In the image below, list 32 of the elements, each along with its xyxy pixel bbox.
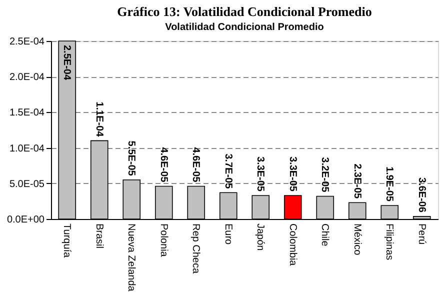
y-tick-label: 1.5E-04	[9, 108, 45, 119]
chart-subtitle: Volatilidad Condicional Promedio	[165, 22, 324, 33]
y-tick-label: 0.0E+00	[6, 214, 45, 226]
y-tick-label: 2.5E-04	[9, 36, 45, 48]
x-tick-label: México	[351, 224, 362, 256]
data-label: 3.7E-05	[222, 154, 234, 190]
x-tick-label: Perú	[416, 224, 427, 245]
x-tick-label: Filipinas	[384, 224, 395, 260]
x-tick-label: Rep Checa	[190, 224, 202, 274]
x-tick-label: Turquía	[61, 224, 72, 258]
chart-title: Gráfico 13: Volatilidad Condicional Promedio	[117, 4, 372, 19]
x-tick-label: Euro	[222, 224, 234, 246]
data-label: 4.6E-05	[190, 147, 202, 183]
data-label: 2.5E-04	[61, 45, 72, 80]
y-tick-label: 5.0E-05	[9, 178, 45, 190]
data-label: 1.1E-04	[93, 102, 104, 138]
data-label: 3.3E-05	[286, 156, 298, 192]
y-tick-label: 1.0E-04	[9, 143, 45, 154]
x-tick-label: Japón	[254, 224, 266, 251]
data-label: 4.6E-05	[158, 147, 169, 183]
x-tick-label: Colombia	[286, 224, 298, 266]
x-tick-label: Chile	[319, 224, 330, 247]
data-label: 2.3E-05	[351, 164, 362, 200]
x-tick-label: Polonia	[158, 224, 169, 258]
x-tick-label: Brasil	[93, 224, 104, 249]
data-label: 3.2E-05	[319, 157, 330, 193]
data-label: 5.5E-05	[126, 140, 137, 176]
data-label: 3.3E-05	[254, 156, 266, 192]
x-tick-label: Nueva Zelanda	[126, 224, 137, 292]
data-label: 1.9E-05	[384, 166, 395, 202]
y-tick-label: 2.0E-04	[9, 72, 45, 84]
data-label: 3.6E-06	[416, 177, 427, 213]
